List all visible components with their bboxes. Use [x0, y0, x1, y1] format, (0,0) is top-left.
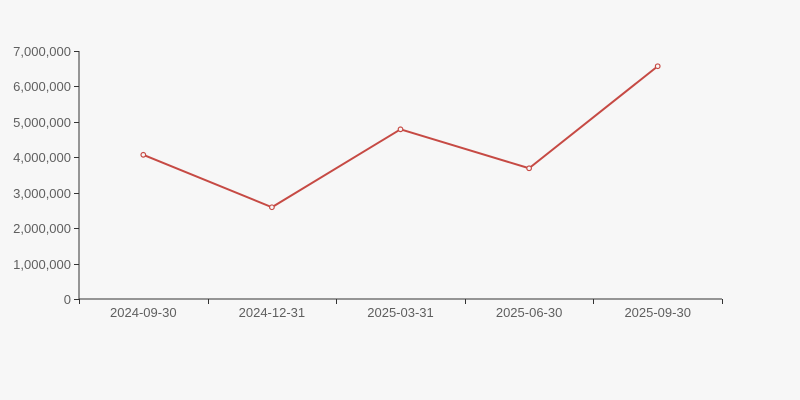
- y-tick-label: 7,000,000: [13, 44, 71, 59]
- x-tick-label: 2025-06-30: [496, 305, 563, 320]
- x-tick-label: 2025-03-31: [367, 305, 434, 320]
- x-tick-label: 2024-12-31: [239, 305, 306, 320]
- data-point-marker[interactable]: [397, 126, 404, 133]
- data-point-marker[interactable]: [654, 63, 661, 70]
- data-point-marker[interactable]: [526, 165, 532, 172]
- x-tick-label: 2025-09-30: [624, 305, 691, 320]
- y-tick-label: 2,000,000: [13, 221, 71, 236]
- data-point-marker[interactable]: [140, 151, 147, 158]
- y-tick-label: 5,000,000: [13, 115, 71, 130]
- data-point-marker[interactable]: [269, 204, 275, 211]
- x-tick-label: 2024-09-30: [110, 305, 177, 320]
- line-series: [142, 65, 659, 209]
- y-tick-label: 0: [64, 292, 71, 307]
- y-tick-label: 3,000,000: [13, 186, 71, 201]
- y-tick-label: 6,000,000: [13, 79, 71, 94]
- y-tick-label: 4,000,000: [13, 150, 71, 165]
- y-tick-label: 1,000,000: [13, 257, 71, 272]
